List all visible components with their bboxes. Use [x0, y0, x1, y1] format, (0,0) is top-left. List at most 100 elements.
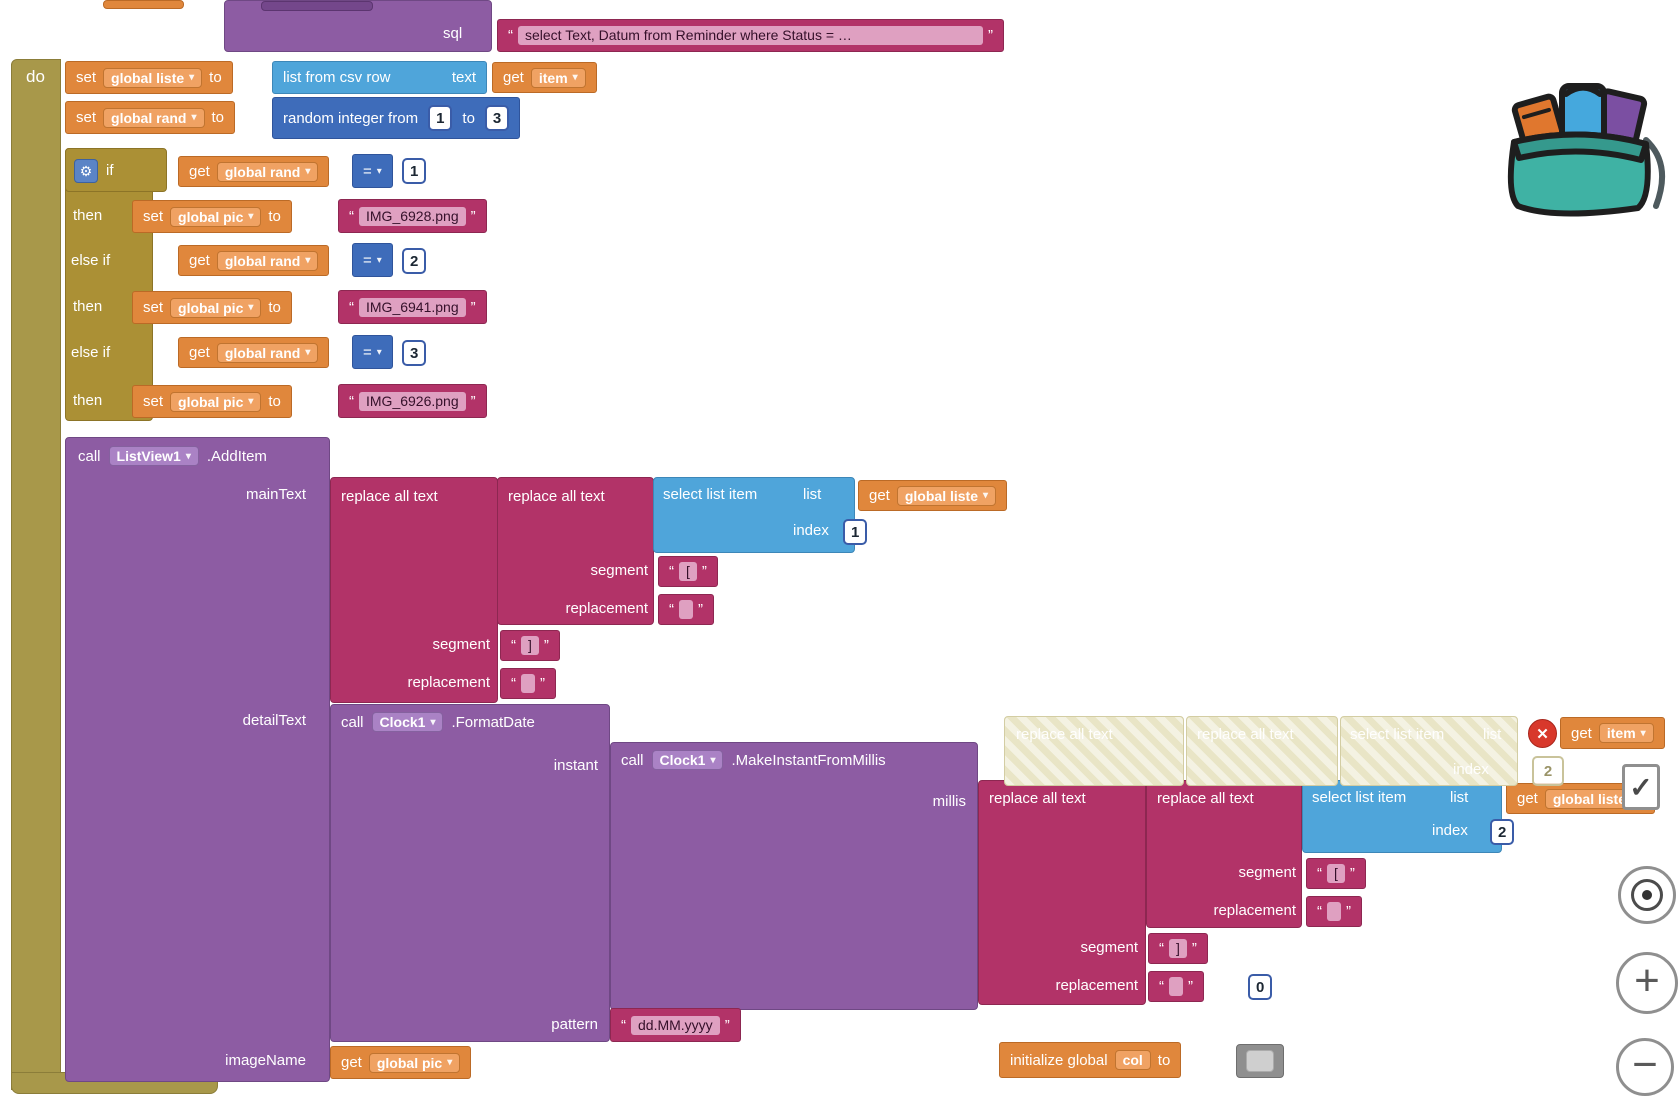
number-block[interactable]: 2 [402, 248, 427, 274]
variable-dropdown-global-rand[interactable]: global rand ▾ [103, 107, 205, 128]
string-block-space[interactable]: “ ” [1306, 896, 1362, 927]
variable-dropdown-global-rand[interactable]: global rand ▾ [216, 161, 319, 182]
get-item-block[interactable]: get item ▾ [1560, 717, 1665, 749]
get-item-block[interactable]: get item ▾ [492, 62, 597, 93]
get-global-liste-block[interactable]: get global liste ▾ [858, 480, 1008, 511]
string-block-space[interactable]: “ ” [658, 594, 714, 625]
call-makeinstant-block[interactable] [610, 742, 978, 1010]
string-value[interactable]: ] [1169, 939, 1187, 958]
checkbox-overlay[interactable]: ✓ [1622, 764, 1660, 810]
string-value[interactable] [521, 674, 535, 693]
set-global-pic-block[interactable]: set global pic ▾ to [132, 385, 292, 418]
select-list-item-block[interactable] [653, 477, 855, 553]
variable-dropdown-item[interactable]: item ▾ [1598, 723, 1654, 743]
string-block-date-pattern[interactable]: “ dd.MM.yyyy ” [610, 1008, 741, 1042]
variable-dropdown-global-pic[interactable]: global pic ▾ [170, 206, 262, 227]
replace-all-text-outer-block[interactable] [978, 780, 1146, 1005]
get-global-pic-block[interactable]: get global pic ▾ [330, 1046, 472, 1079]
equals-block[interactable]: = ▾ [352, 335, 393, 369]
zoom-in-button[interactable]: + [1616, 952, 1678, 1014]
number-block[interactable]: 3 [484, 105, 510, 131]
sql-string-block[interactable]: “ select Text, Datum from Reminder where… [497, 19, 1004, 52]
variable-dropdown-global-rand[interactable]: global rand ▾ [216, 342, 319, 363]
string-block-bracket-open[interactable]: “ [ ” [658, 556, 718, 587]
string-value[interactable] [1327, 902, 1341, 921]
component-dropdown-clock1[interactable]: Clock1 ▾ [371, 712, 444, 732]
replacement-param-label: replacement [565, 600, 648, 617]
string-value[interactable]: IMG_6926.png [359, 391, 466, 411]
sql-string-value[interactable]: select Text, Datum from Reminder where S… [518, 26, 983, 45]
quote-close: ” [470, 298, 476, 316]
string-value[interactable]: [ [1327, 864, 1345, 883]
component-dropdown-clock1[interactable]: Clock1 ▾ [651, 750, 724, 770]
string-block-bracket-open[interactable]: “ [ ” [1306, 858, 1366, 889]
variable-name-field-col[interactable]: col [1114, 1050, 1151, 1070]
number-block[interactable]: 2 [1490, 819, 1515, 845]
equals-block[interactable]: = ▾ [352, 243, 393, 277]
replace-all-text-outer-block[interactable] [330, 477, 498, 703]
variable-dropdown-global-liste[interactable]: global liste ▾ [896, 485, 997, 506]
set-global-rand-block[interactable]: set global rand ▾ to [65, 101, 236, 134]
select-list-item-block[interactable] [1302, 780, 1502, 853]
string-value[interactable]: IMG_6941.png [359, 297, 466, 317]
mutator-gear-icon[interactable]: ⚙ [74, 159, 98, 183]
number-block[interactable]: 1 [843, 519, 868, 545]
call-formatdate-block[interactable] [330, 704, 610, 1042]
backpack-icon[interactable] [1496, 78, 1674, 231]
set-global-pic-block[interactable]: set global pic ▾ to [132, 291, 292, 324]
do-block-body[interactable]: do [11, 59, 61, 1090]
get-global-rand-block[interactable]: get global rand ▾ [178, 337, 330, 368]
string-value[interactable]: [ [679, 562, 697, 581]
number-block[interactable]: 1 [402, 158, 427, 184]
string-block-space[interactable]: “ ” [1148, 971, 1204, 1002]
variable-dropdown-global-pic[interactable]: global pic ▾ [368, 1052, 461, 1073]
disabled-select-list-item-block[interactable]: select list item list index [1340, 716, 1518, 786]
string-value[interactable] [679, 600, 693, 619]
string-value[interactable]: IMG_6928.png [359, 206, 466, 226]
disabled-replace-all-text-block[interactable]: replace all text [1004, 716, 1184, 786]
string-block[interactable]: “ IMG_6941.png ” [338, 290, 487, 324]
number-block[interactable]: 3 [402, 340, 427, 366]
random-integer-block[interactable]: random integer from 1 to 3 [272, 97, 521, 139]
initialize-global-col-block[interactable]: initialize global col to [999, 1042, 1182, 1078]
string-block-space[interactable]: “ ” [500, 668, 556, 699]
equals-block[interactable]: = ▾ [352, 154, 393, 188]
number-block[interactable]: 1 [428, 105, 453, 131]
string-block[interactable]: “ IMG_6928.png ” [338, 199, 487, 233]
string-value[interactable]: ] [521, 636, 539, 655]
list-from-csv-row-block[interactable]: list from csv row text [272, 61, 487, 94]
variable-dropdown-global-pic[interactable]: global pic ▾ [170, 297, 262, 318]
error-badge-icon[interactable]: ✕ [1528, 719, 1557, 748]
variable-dropdown-item[interactable]: item ▾ [530, 67, 586, 88]
string-block-bracket-close[interactable]: “ ] ” [500, 630, 560, 661]
if-block-body[interactable] [65, 148, 153, 421]
variable-dropdown-global-pic[interactable]: global pic ▾ [170, 391, 262, 412]
string-value[interactable]: dd.MM.yyyy [631, 1015, 720, 1035]
variable-dropdown-global-liste[interactable]: global liste ▾ [103, 67, 203, 88]
center-blocks-button[interactable] [1618, 866, 1676, 924]
replace-all-text-inner-block[interactable] [1146, 780, 1302, 928]
component-dropdown-listview1[interactable]: ListView1 ▾ [108, 446, 199, 466]
string-block-bracket-close[interactable]: “ ] ” [1148, 933, 1208, 964]
variable-dropdown-global-rand[interactable]: global rand ▾ [216, 250, 319, 271]
cutoff-purple-block[interactable] [224, 0, 492, 52]
string-block[interactable]: “ IMG_6926.png ” [338, 384, 487, 418]
set-global-liste-block[interactable]: set global liste ▾ to [65, 61, 233, 94]
cutoff-orange-block[interactable] [103, 0, 184, 9]
replace-all-text-inner-block[interactable] [497, 477, 654, 625]
color-value-block[interactable] [1236, 1044, 1284, 1078]
quote-close: ” [988, 27, 993, 44]
number-block[interactable]: 0 [1248, 974, 1273, 1000]
get-global-rand-block[interactable]: get global rand ▾ [178, 156, 330, 187]
string-value[interactable] [1169, 977, 1183, 996]
zoom-out-button[interactable]: − [1616, 1038, 1674, 1096]
set-global-pic-block[interactable]: set global pic ▾ to [132, 200, 292, 233]
get-global-rand-block[interactable]: get global rand ▾ [178, 245, 330, 276]
disabled-number-block[interactable]: 2 [1532, 756, 1564, 786]
quote-open: “ [1317, 903, 1322, 920]
plus-icon: + [1634, 956, 1660, 1005]
disabled-replace-all-text-block[interactable]: replace all text [1186, 716, 1338, 786]
chevron-down-icon: ▾ [191, 112, 197, 123]
call-additem-block[interactable] [65, 437, 330, 1082]
